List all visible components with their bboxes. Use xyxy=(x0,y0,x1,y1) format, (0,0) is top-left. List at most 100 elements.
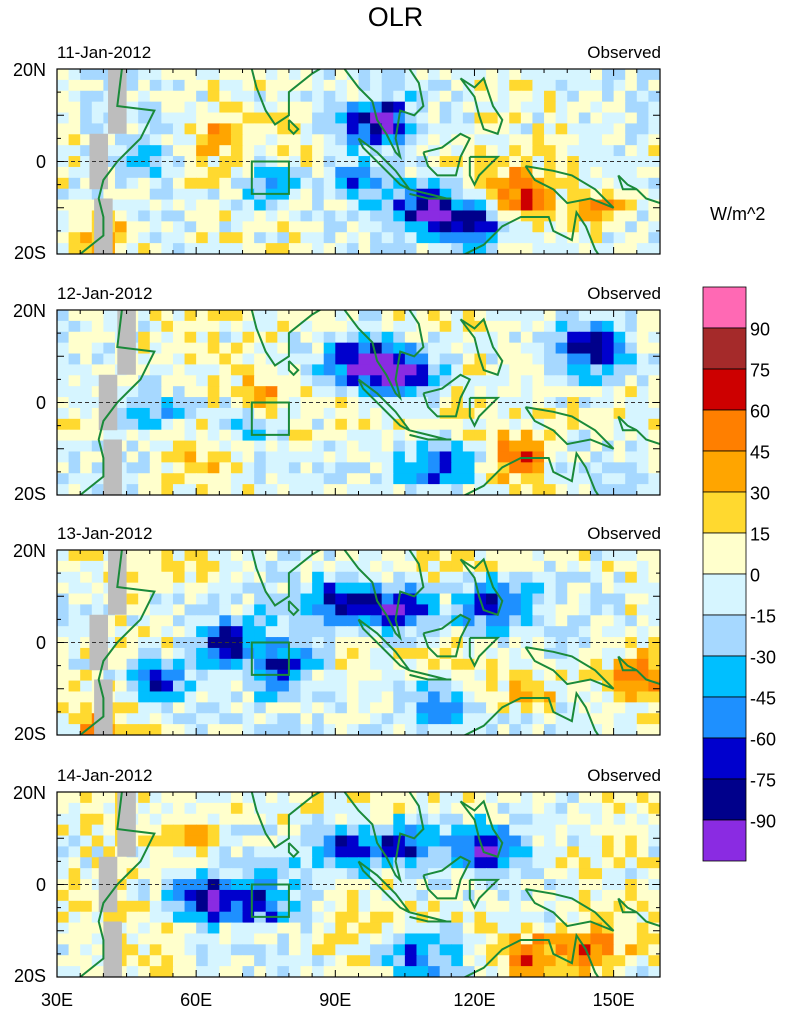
coastline xyxy=(463,932,600,977)
panel-date: 14-Jan-2012 xyxy=(57,766,153,785)
coastline xyxy=(357,137,411,191)
coastline xyxy=(343,792,425,884)
index-box xyxy=(250,160,290,195)
colorbar-level-label: 45 xyxy=(750,442,771,463)
lat-tick-label: 20N xyxy=(12,301,46,321)
panel-source-label: Observed xyxy=(587,284,661,303)
lon-tick-label: 90E xyxy=(319,990,352,1010)
panel-2 xyxy=(56,309,661,496)
coastline xyxy=(422,855,472,900)
colorbar-level-label: 75 xyxy=(750,360,771,381)
colorbar-swatch xyxy=(702,409,747,452)
colorbar-swatch xyxy=(702,655,747,698)
panel-source-label: Observed xyxy=(587,766,661,785)
coastline xyxy=(636,911,660,928)
coastline xyxy=(409,911,452,923)
coastline xyxy=(409,669,452,681)
colorbar-swatch xyxy=(702,614,747,657)
coastline xyxy=(636,188,660,205)
coastline xyxy=(249,69,322,126)
coastline xyxy=(463,209,600,254)
panel-date: 11-Jan-2012 xyxy=(57,43,152,62)
coastline xyxy=(343,550,425,642)
coastline xyxy=(249,550,322,607)
coastline xyxy=(459,76,504,136)
coastline xyxy=(422,373,472,418)
coastline xyxy=(524,888,615,932)
coastline xyxy=(287,360,300,377)
panel-source-label: Observed xyxy=(587,43,661,62)
colorbar-level-label: 60 xyxy=(750,401,771,422)
colorbar-swatch xyxy=(702,819,747,862)
colorbar-swatch xyxy=(702,573,747,616)
coastline xyxy=(468,155,501,187)
panel-date: 12-Jan-2012 xyxy=(57,284,153,303)
lat-tick-label: 20S xyxy=(13,243,46,263)
coastline xyxy=(357,860,411,914)
colorbar-swatch xyxy=(702,450,747,493)
coastline xyxy=(79,550,156,735)
colorbar-level-label: -15 xyxy=(750,606,777,627)
panel-date: 13-Jan-2012 xyxy=(57,524,153,543)
lon-tick-label: 30E xyxy=(40,990,74,1010)
coastline xyxy=(357,378,411,432)
colorbar-level-label: -90 xyxy=(750,811,777,832)
coastline xyxy=(468,636,501,668)
coastline xyxy=(636,429,660,446)
colorbar xyxy=(702,286,747,862)
panel-4 xyxy=(56,791,661,978)
coastline xyxy=(343,310,425,402)
lat-tick-label: 20S xyxy=(13,484,46,504)
coastline xyxy=(249,792,322,849)
colorbar-swatch xyxy=(702,737,747,780)
lat-tick-label: 20N xyxy=(12,783,46,803)
lon-tick-label: 150E xyxy=(592,990,635,1010)
coastline xyxy=(459,317,504,377)
lat-tick-label: 0 xyxy=(35,151,46,172)
colorbar-level-label: 30 xyxy=(750,483,771,504)
colorbar-level-label: 15 xyxy=(750,524,771,545)
coastline xyxy=(463,690,600,735)
panel-source-label: Observed xyxy=(587,524,661,543)
coastline xyxy=(409,429,452,441)
index-box xyxy=(250,401,290,436)
colorbar-swatch xyxy=(702,286,747,329)
coastline xyxy=(409,188,452,200)
lat-tick-label: 20S xyxy=(13,724,46,744)
index-box xyxy=(250,641,290,676)
coastline xyxy=(636,669,660,686)
coastline xyxy=(287,600,300,617)
lat-tick-label: 0 xyxy=(35,392,46,413)
colorbar-level-label: -30 xyxy=(750,647,777,668)
coastline xyxy=(287,119,300,136)
coastline xyxy=(79,310,156,495)
colorbar-swatch xyxy=(702,491,747,534)
coastline xyxy=(524,165,615,209)
colorbar-swatch xyxy=(702,532,747,575)
coastline xyxy=(249,310,322,367)
colorbar-level-label: 90 xyxy=(750,319,771,340)
coastline xyxy=(422,613,472,658)
colorbar-level-label: -60 xyxy=(750,729,777,750)
lat-tick-label: 0 xyxy=(35,632,46,653)
coastline xyxy=(459,799,504,859)
colorbar-swatch xyxy=(702,368,747,411)
coastline xyxy=(459,557,504,617)
coastline xyxy=(468,396,501,428)
colorbar-swatch xyxy=(702,327,747,370)
coastline xyxy=(422,132,472,177)
lat-tick-label: 20S xyxy=(13,966,46,986)
coastline xyxy=(357,618,411,672)
index-box xyxy=(250,883,290,918)
colorbar-swatch xyxy=(702,778,747,821)
lon-tick-label: 60E xyxy=(180,990,213,1010)
coastline xyxy=(79,792,156,977)
chart-title: OLR xyxy=(367,2,424,32)
coastline xyxy=(468,878,501,910)
coastline xyxy=(287,842,300,859)
coastline xyxy=(524,406,615,450)
panel-3 xyxy=(56,549,661,736)
lon-tick-label: 120E xyxy=(453,990,496,1010)
colorbar-level-label: -45 xyxy=(750,688,777,709)
